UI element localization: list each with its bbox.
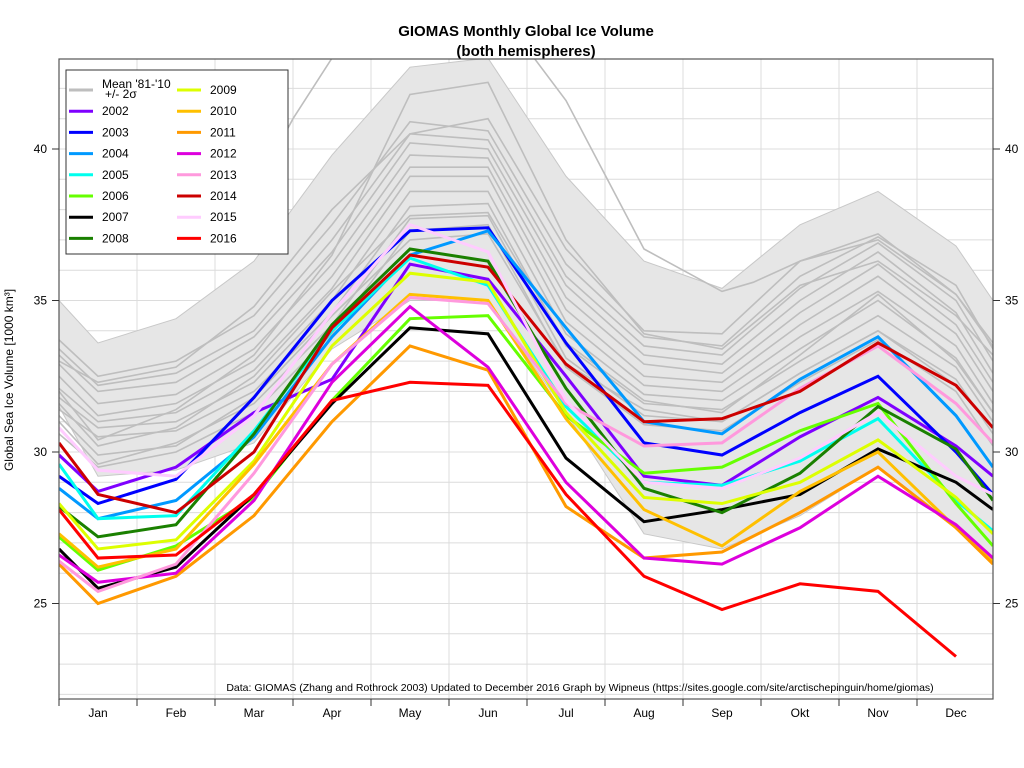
- x-tick-label: Feb: [166, 706, 187, 720]
- legend-label: 2002: [102, 104, 129, 118]
- background-year-line: [59, 166, 993, 417]
- legend-label: Mean '81-'10: [102, 77, 171, 91]
- axes: Jan Feb Mar Apr May Jun Jul Aug Sep Okt Nov Dec 25 25…: [34, 142, 1019, 720]
- background-year-line: [59, 154, 993, 405]
- x-tick-label: Apr: [323, 706, 342, 720]
- series-layer: [59, 223, 993, 658]
- series-line-2006: [59, 314, 993, 572]
- legend-label: 2008: [102, 231, 129, 245]
- legend-sublabel: +/- 2σ: [105, 87, 137, 101]
- legend-label: 2016: [210, 231, 237, 245]
- legend-label: 2015: [210, 210, 237, 224]
- background-year-line: [59, 81, 993, 441]
- y-tick-label-left: 40: [34, 142, 48, 156]
- chart-subtitle: (both hemispheres): [456, 43, 595, 60]
- chart-title: GIOMAS Monthly Global Ice Volume: [398, 23, 654, 40]
- legend-label: 2014: [210, 189, 237, 203]
- series-line-2007: [59, 326, 993, 591]
- legend-label: 2003: [102, 125, 129, 139]
- background-year-line: [59, 175, 993, 423]
- x-tick-label: May: [399, 706, 422, 720]
- legend-label: 2004: [102, 147, 129, 161]
- background-year-line: [59, 133, 993, 387]
- series-line-2012: [59, 304, 993, 584]
- x-tick-label: Jun: [478, 706, 497, 720]
- legend-label: 2011: [210, 125, 236, 139]
- plot-frame: [58, 58, 994, 700]
- background-year-line: [59, 142, 993, 393]
- legend-label: 2006: [102, 189, 129, 203]
- legend-label: 2007: [102, 210, 129, 224]
- background-year-line: [59, 233, 993, 456]
- x-tick-label: Okt: [791, 706, 810, 720]
- legend-label: 2013: [210, 168, 237, 182]
- legend-label: 2010: [210, 104, 237, 118]
- series-line-2010: [59, 292, 993, 569]
- background-year-line: [59, 202, 993, 438]
- y-tick-label-left: 35: [34, 294, 48, 308]
- x-tick-label: Jan: [88, 706, 107, 720]
- sigma-band: [59, 59, 993, 565]
- series-line-2013: [59, 295, 993, 594]
- x-tick-label: Nov: [867, 706, 888, 720]
- x-tick-label: Jul: [558, 706, 573, 720]
- x-tick-label: Sep: [711, 706, 733, 720]
- legend: Mean '81-'10+/- 2σ 2002 2003 2004 2005 2006 20…: [65, 69, 289, 255]
- series-line-2014: [59, 253, 993, 515]
- series-line-2015: [59, 223, 993, 496]
- y-tick-label-right: 25: [1005, 597, 1019, 611]
- legend-box: [65, 69, 289, 255]
- series-line-2016: [59, 380, 957, 658]
- background-year-line: [59, 223, 993, 469]
- x-tick-label: Aug: [633, 706, 654, 720]
- y-tick-label-right: 30: [1005, 445, 1019, 459]
- y-tick-label-right: 40: [1005, 142, 1019, 156]
- x-tick-label: Dec: [945, 706, 966, 720]
- series-line-2009: [59, 271, 993, 551]
- data-source-annotation: Data: GIOMAS (Zhang and Rothrock 2003) U…: [226, 682, 933, 694]
- y-axis-label: Global Sea Ice Volume [1000 km³]: [2, 289, 16, 471]
- background-year-line: [59, 190, 993, 429]
- y-tick-label-left: 25: [34, 597, 48, 611]
- series-line-2004: [59, 229, 993, 521]
- y-tick-label-right: 35: [1005, 294, 1019, 308]
- background-year-line: [59, 117, 993, 384]
- legend-label: 2009: [210, 83, 237, 97]
- background-year-line: [253, 59, 993, 347]
- band-layer: [59, 59, 993, 565]
- legend-label: 2005: [102, 168, 129, 182]
- legend-label: 2012: [210, 147, 237, 161]
- y-tick-label-left: 30: [34, 445, 48, 459]
- x-tick-label: Mar: [244, 706, 265, 720]
